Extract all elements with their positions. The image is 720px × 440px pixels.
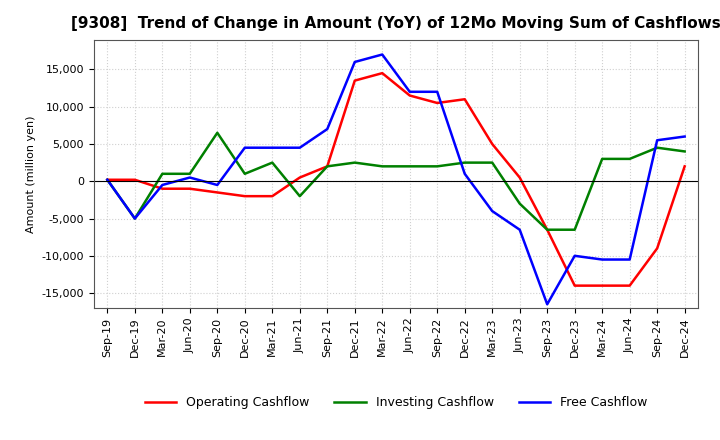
Investing Cashflow (378, 164, 387, 169)
Investing Cashflow (570, 227, 579, 232)
Free Cashflow (570, 253, 579, 258)
Operating Cashflow (405, 93, 414, 98)
Operating Cashflow (460, 97, 469, 102)
Free Cashflow (240, 145, 249, 150)
Free Cashflow (378, 52, 387, 57)
Investing Cashflow (240, 171, 249, 176)
Operating Cashflow (378, 70, 387, 76)
Free Cashflow (405, 89, 414, 95)
Investing Cashflow (626, 156, 634, 161)
Free Cashflow (323, 126, 332, 132)
Investing Cashflow (460, 160, 469, 165)
Investing Cashflow (488, 160, 497, 165)
Operating Cashflow (130, 177, 139, 183)
Investing Cashflow (351, 160, 359, 165)
Investing Cashflow (268, 160, 276, 165)
Operating Cashflow (213, 190, 222, 195)
Investing Cashflow (516, 201, 524, 206)
Investing Cashflow (295, 194, 304, 199)
Free Cashflow (543, 302, 552, 307)
Investing Cashflow (543, 227, 552, 232)
Operating Cashflow (323, 164, 332, 169)
Operating Cashflow (516, 175, 524, 180)
Free Cashflow (186, 175, 194, 180)
Operating Cashflow (680, 164, 689, 169)
Operating Cashflow (158, 186, 166, 191)
Operating Cashflow (240, 194, 249, 199)
Operating Cashflow (186, 186, 194, 191)
Free Cashflow (460, 171, 469, 176)
Operating Cashflow (626, 283, 634, 288)
Free Cashflow (653, 138, 662, 143)
Operating Cashflow (598, 283, 606, 288)
Operating Cashflow (103, 177, 112, 183)
Free Cashflow (488, 209, 497, 214)
Operating Cashflow (351, 78, 359, 83)
Free Cashflow (351, 59, 359, 65)
Free Cashflow (295, 145, 304, 150)
Line: Investing Cashflow: Investing Cashflow (107, 133, 685, 230)
Investing Cashflow (323, 164, 332, 169)
Free Cashflow (516, 227, 524, 232)
Line: Operating Cashflow: Operating Cashflow (107, 73, 685, 286)
Investing Cashflow (158, 171, 166, 176)
Free Cashflow (626, 257, 634, 262)
Investing Cashflow (130, 216, 139, 221)
Operating Cashflow (653, 246, 662, 251)
Line: Free Cashflow: Free Cashflow (107, 55, 685, 304)
Investing Cashflow (653, 145, 662, 150)
Legend: Operating Cashflow, Investing Cashflow, Free Cashflow: Operating Cashflow, Investing Cashflow, … (140, 392, 652, 414)
Free Cashflow (158, 182, 166, 187)
Investing Cashflow (680, 149, 689, 154)
Operating Cashflow (433, 100, 441, 106)
Investing Cashflow (598, 156, 606, 161)
Investing Cashflow (213, 130, 222, 136)
Title: [9308]  Trend of Change in Amount (YoY) of 12Mo Moving Sum of Cashflows: [9308] Trend of Change in Amount (YoY) o… (71, 16, 720, 32)
Y-axis label: Amount (million yen): Amount (million yen) (26, 115, 36, 233)
Free Cashflow (680, 134, 689, 139)
Investing Cashflow (405, 164, 414, 169)
Operating Cashflow (488, 141, 497, 147)
Investing Cashflow (433, 164, 441, 169)
Free Cashflow (598, 257, 606, 262)
Free Cashflow (268, 145, 276, 150)
Operating Cashflow (543, 227, 552, 232)
Free Cashflow (213, 182, 222, 187)
Operating Cashflow (295, 175, 304, 180)
Free Cashflow (130, 216, 139, 221)
Operating Cashflow (268, 194, 276, 199)
Free Cashflow (103, 177, 112, 183)
Free Cashflow (433, 89, 441, 95)
Investing Cashflow (103, 177, 112, 183)
Operating Cashflow (570, 283, 579, 288)
Investing Cashflow (186, 171, 194, 176)
